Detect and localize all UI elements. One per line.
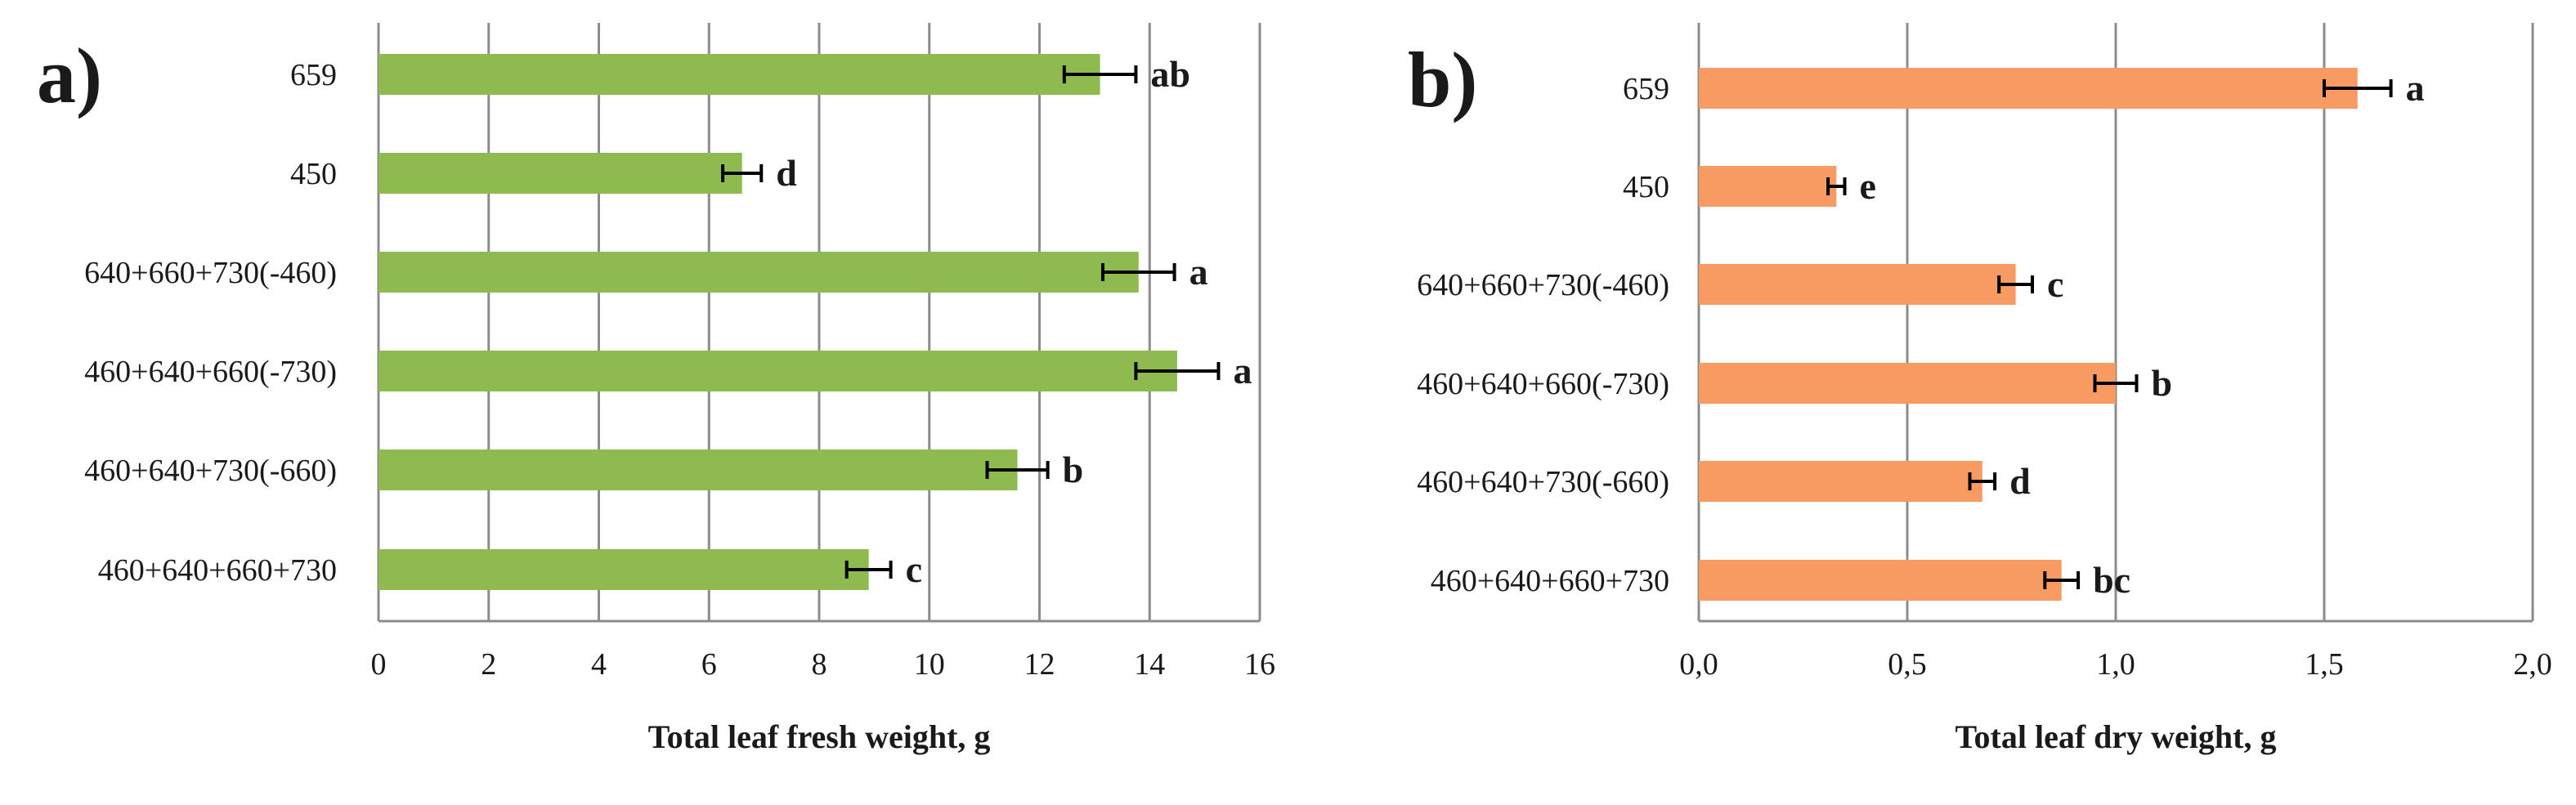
panel-b-bar-4 xyxy=(1699,461,1982,502)
panel-a-significance-label-2: a xyxy=(1189,251,1208,293)
panel-a-bar-1 xyxy=(379,153,742,194)
panel-a-category-label-5: 460+640+660+730 xyxy=(98,553,337,588)
panel-a-category-label-1: 450 xyxy=(290,157,337,191)
panel-a-significance-label-4: b xyxy=(1063,449,1084,490)
panel-b-label: b) xyxy=(1408,36,1477,123)
panel-a-bar-2 xyxy=(379,252,1139,293)
panel-b-significance-label-2: c xyxy=(2047,263,2063,305)
panel-b-bar-1 xyxy=(1699,166,1837,207)
panel-b-tick-label-4: 2,0 xyxy=(2513,647,2552,682)
panel-a-bar-4 xyxy=(379,449,1018,490)
panel-b-significance-label-0: a xyxy=(2406,67,2425,109)
panel-a-tick-label-3: 6 xyxy=(701,647,717,682)
panel-b-significance-label-1: e xyxy=(1860,165,1876,207)
panel-a-tick-label-5: 10 xyxy=(914,647,945,682)
panel-b-tick-label-1: 0,5 xyxy=(1888,647,1927,682)
panel-b-significance-label-3: b xyxy=(2152,362,2173,404)
panel-b-bar-2 xyxy=(1699,264,2016,305)
panel-b-significance-label-5: bc xyxy=(2093,559,2130,601)
panel-b-bar-5 xyxy=(1699,560,2062,601)
panel-a-tick-label-1: 2 xyxy=(481,647,496,682)
panel-b-category-label-5: 460+640+660+730 xyxy=(1431,564,1669,598)
panel-b-category-label-2: 640+660+730(-460) xyxy=(1417,268,1669,302)
panel-b-x-axis-title: Total leaf dry weight, g xyxy=(1956,718,2277,755)
panel-b-bar-0 xyxy=(1699,68,2358,109)
panel-a-tick-label-6: 12 xyxy=(1024,647,1055,682)
panel-a-category-label-3: 460+640+660(-730) xyxy=(84,355,337,389)
panel-b-significance-label-4: d xyxy=(2009,460,2031,502)
panel-a-category-label-4: 460+640+730(-660) xyxy=(84,454,337,488)
panel-a-category-label-0: 659 xyxy=(290,58,337,92)
panel-a-significance-label-5: c xyxy=(906,548,922,590)
panel-b-tick-label-2: 1,0 xyxy=(2096,647,2135,682)
panel-a-tick-label-2: 4 xyxy=(591,647,607,682)
panel-a-x-axis-title: Total leaf fresh weight, g xyxy=(648,718,991,755)
panel-a-tick-label-0: 0 xyxy=(371,647,387,682)
panel-a-significance-label-3: a xyxy=(1233,350,1252,391)
panel-a-tick-label-7: 14 xyxy=(1134,647,1165,682)
panel-a-bar-5 xyxy=(379,549,869,590)
panel-a-bar-0 xyxy=(379,54,1100,95)
panel-a-bar-3 xyxy=(379,351,1177,391)
panel-b-category-label-3: 460+640+660(-730) xyxy=(1417,367,1669,401)
panel-a-label: a) xyxy=(37,32,102,119)
panel-a-significance-label-1: d xyxy=(776,152,797,194)
panel-b-category-label-4: 460+640+730(-660) xyxy=(1417,465,1669,499)
panel-b-category-label-1: 450 xyxy=(1623,170,1669,204)
panel-b-category-label-0: 659 xyxy=(1623,72,1669,106)
panel-b-tick-label-3: 1,5 xyxy=(2305,647,2344,682)
panel-b-tick-label-0: 0,0 xyxy=(1679,647,1718,682)
panel-a-significance-label-0: ab xyxy=(1150,53,1190,95)
panel-a-category-label-2: 640+660+730(-460) xyxy=(84,256,337,290)
panel-a-tick-label-8: 16 xyxy=(1244,647,1275,682)
panel-b-bar-3 xyxy=(1699,363,2116,404)
panel-a-tick-label-4: 8 xyxy=(812,647,827,682)
